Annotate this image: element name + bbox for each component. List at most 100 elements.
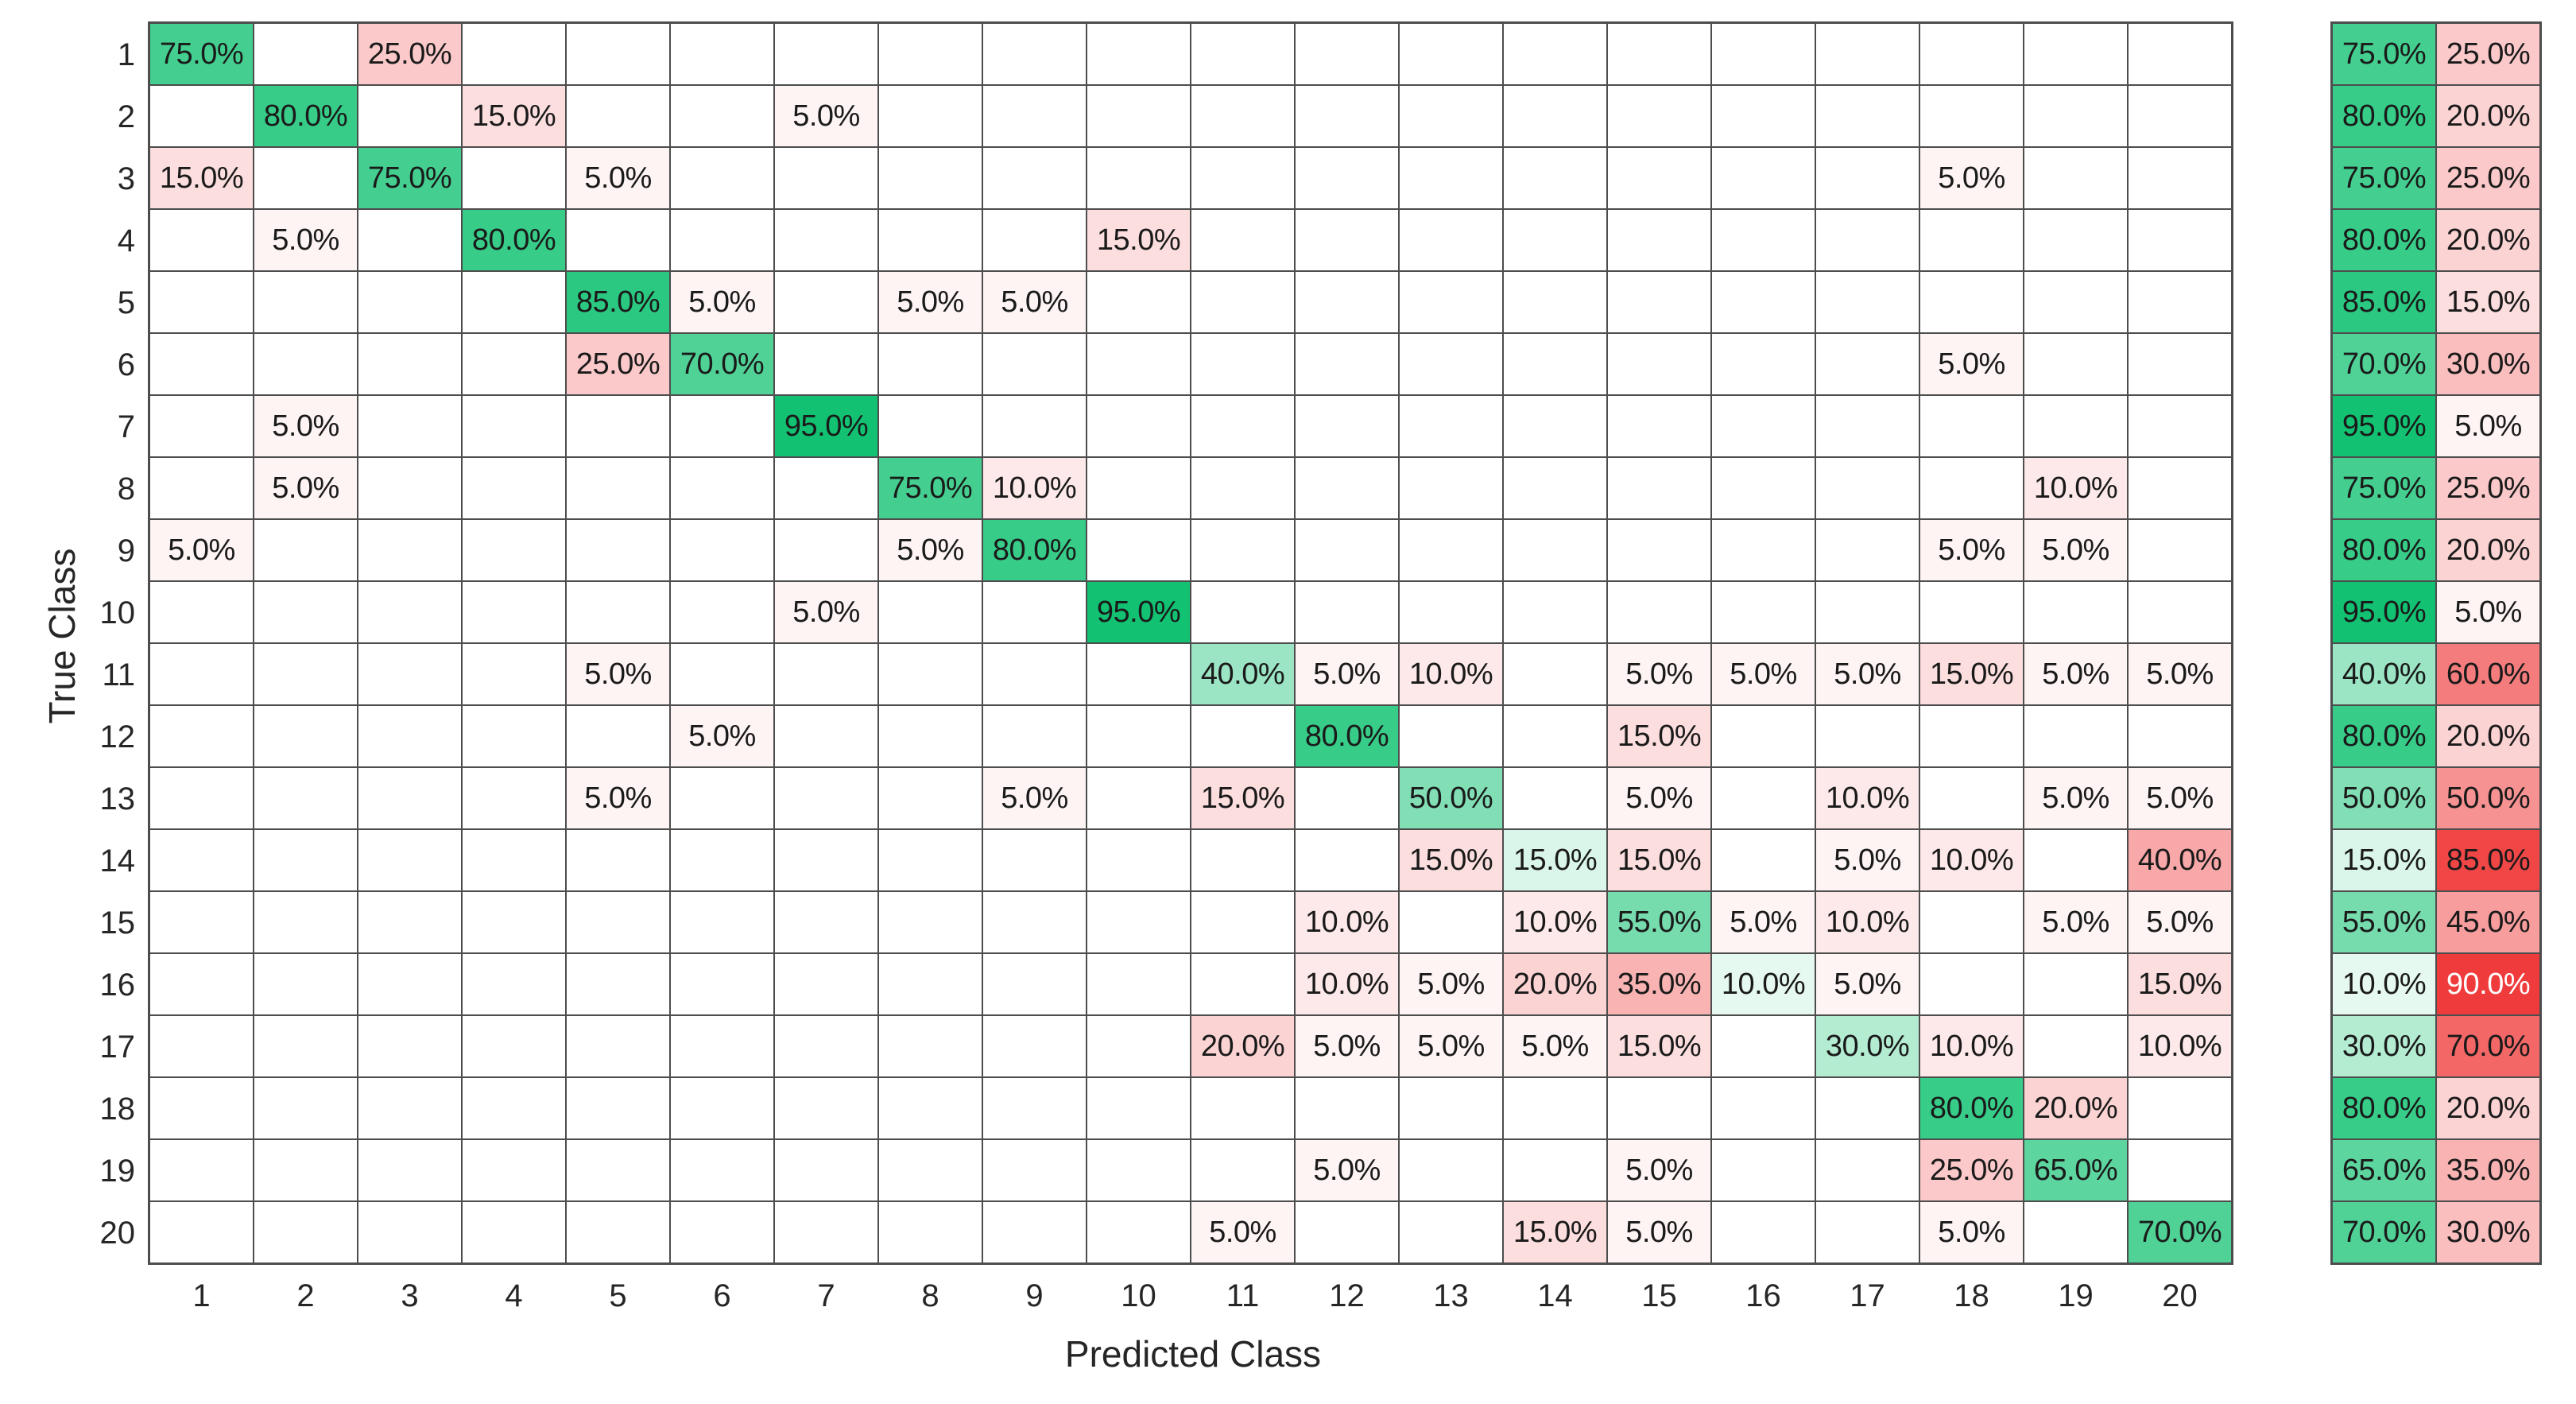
matrix-cell xyxy=(150,706,253,766)
matrix-cell xyxy=(150,954,253,1014)
matrix-cell xyxy=(2024,396,2127,456)
matrix-cell: 15.0% xyxy=(150,148,253,208)
matrix-cell xyxy=(983,148,1086,208)
matrix-cell xyxy=(463,644,565,704)
matrix-cell xyxy=(1400,272,1502,332)
matrix-cell: 15.0% xyxy=(1504,830,1606,890)
matrix-cell: 15.0% xyxy=(1920,644,2023,704)
matrix-cell: 5.0% xyxy=(2024,768,2127,828)
summary-fnr-cell: 20.0% xyxy=(2437,210,2539,270)
matrix-cell xyxy=(1296,1078,1398,1138)
summary-tpr-cell: 80.0% xyxy=(2333,706,2435,766)
matrix-cell: 95.0% xyxy=(775,396,877,456)
matrix-cell xyxy=(567,24,669,84)
summary-tpr-cell: 65.0% xyxy=(2333,1140,2435,1200)
matrix-cell xyxy=(1504,86,1606,146)
matrix-cell xyxy=(1087,644,1190,704)
matrix-cell xyxy=(983,86,1086,146)
matrix-cell xyxy=(358,272,461,332)
x-tick: 15 xyxy=(1641,1278,1677,1313)
matrix-cell xyxy=(1608,334,1710,394)
matrix-cell xyxy=(2129,272,2231,332)
matrix-cell: 20.0% xyxy=(2024,1078,2127,1138)
matrix-cell: 75.0% xyxy=(879,458,982,518)
matrix-cell xyxy=(358,1202,461,1262)
summary-tpr-cell: 80.0% xyxy=(2333,210,2435,270)
matrix-cell xyxy=(2024,582,2127,642)
y-tick: 11 xyxy=(102,657,135,692)
matrix-cell: 5.0% xyxy=(1920,1202,2023,1262)
matrix-cell xyxy=(1400,1078,1502,1138)
matrix-cell: 20.0% xyxy=(1504,954,1606,1014)
matrix-cell xyxy=(567,830,669,890)
matrix-cell xyxy=(254,334,357,394)
matrix-cell xyxy=(150,272,253,332)
y-tick: 1 xyxy=(117,37,135,72)
matrix-cell xyxy=(358,1016,461,1076)
matrix-cell xyxy=(567,210,669,270)
matrix-cell xyxy=(1920,892,2023,952)
x-tick: 7 xyxy=(817,1278,835,1313)
matrix-cell xyxy=(1191,892,1294,952)
matrix-cell xyxy=(671,210,773,270)
matrix-cell xyxy=(2024,830,2127,890)
x-tick: 12 xyxy=(1329,1278,1365,1313)
x-tick: 16 xyxy=(1745,1278,1781,1313)
matrix-cell xyxy=(1400,520,1502,580)
matrix-cell: 5.0% xyxy=(775,86,877,146)
matrix-cell xyxy=(358,396,461,456)
summary-fnr-cell: 15.0% xyxy=(2437,272,2539,332)
matrix-cell xyxy=(2129,210,2231,270)
summary-fnr-cell: 20.0% xyxy=(2437,86,2539,146)
summary-fnr-cell: 60.0% xyxy=(2437,644,2539,704)
matrix-cell: 5.0% xyxy=(983,768,1086,828)
matrix-cell xyxy=(671,830,773,890)
matrix-cell xyxy=(567,706,669,766)
x-tick: 20 xyxy=(2162,1278,2198,1313)
matrix-cell: 15.0% xyxy=(1504,1202,1606,1262)
matrix-cell xyxy=(1920,86,2023,146)
matrix-cell xyxy=(150,86,253,146)
x-tick: 10 xyxy=(1121,1278,1156,1313)
matrix-cell: 10.0% xyxy=(1816,892,1919,952)
matrix-cell xyxy=(2024,954,2127,1014)
matrix-cell xyxy=(150,1202,253,1262)
matrix-cell xyxy=(150,210,253,270)
matrix-cell xyxy=(879,1140,982,1200)
matrix-cell: 5.0% xyxy=(254,396,357,456)
matrix-cell xyxy=(1608,148,1710,208)
summary-tpr-cell: 85.0% xyxy=(2333,272,2435,332)
matrix-cell xyxy=(463,582,565,642)
matrix-cell xyxy=(254,272,357,332)
matrix-cell xyxy=(1400,396,1502,456)
matrix-cell: 15.0% xyxy=(2129,954,2231,1014)
matrix-cell xyxy=(567,892,669,952)
y-tick: 8 xyxy=(117,471,135,506)
matrix-cell xyxy=(2024,272,2127,332)
matrix-cell xyxy=(879,644,982,704)
matrix-cell xyxy=(2129,706,2231,766)
matrix-cell xyxy=(358,954,461,1014)
summary-fnr-cell: 30.0% xyxy=(2437,1202,2539,1262)
matrix-cell xyxy=(358,520,461,580)
matrix-cell: 35.0% xyxy=(1608,954,1710,1014)
matrix-cell xyxy=(1712,334,1815,394)
matrix-cell xyxy=(254,582,357,642)
matrix-cell xyxy=(2024,210,2127,270)
matrix-cell xyxy=(150,396,253,456)
matrix-cell: 5.0% xyxy=(983,272,1086,332)
matrix-cell: 15.0% xyxy=(1608,830,1710,890)
matrix-cell xyxy=(2024,1202,2127,1262)
matrix-cell: 5.0% xyxy=(1920,148,2023,208)
matrix-cell xyxy=(775,1140,877,1200)
matrix-cell xyxy=(983,1140,1086,1200)
summary-fnr-cell: 90.0% xyxy=(2437,954,2539,1014)
matrix-cell xyxy=(1920,458,2023,518)
matrix-cell xyxy=(1400,210,1502,270)
matrix-cell xyxy=(1400,458,1502,518)
summary-fnr-cell: 5.0% xyxy=(2437,396,2539,456)
matrix-cell xyxy=(1191,86,1294,146)
matrix-cell xyxy=(1191,396,1294,456)
matrix-cell xyxy=(1816,24,1919,84)
matrix-cell xyxy=(983,24,1086,84)
